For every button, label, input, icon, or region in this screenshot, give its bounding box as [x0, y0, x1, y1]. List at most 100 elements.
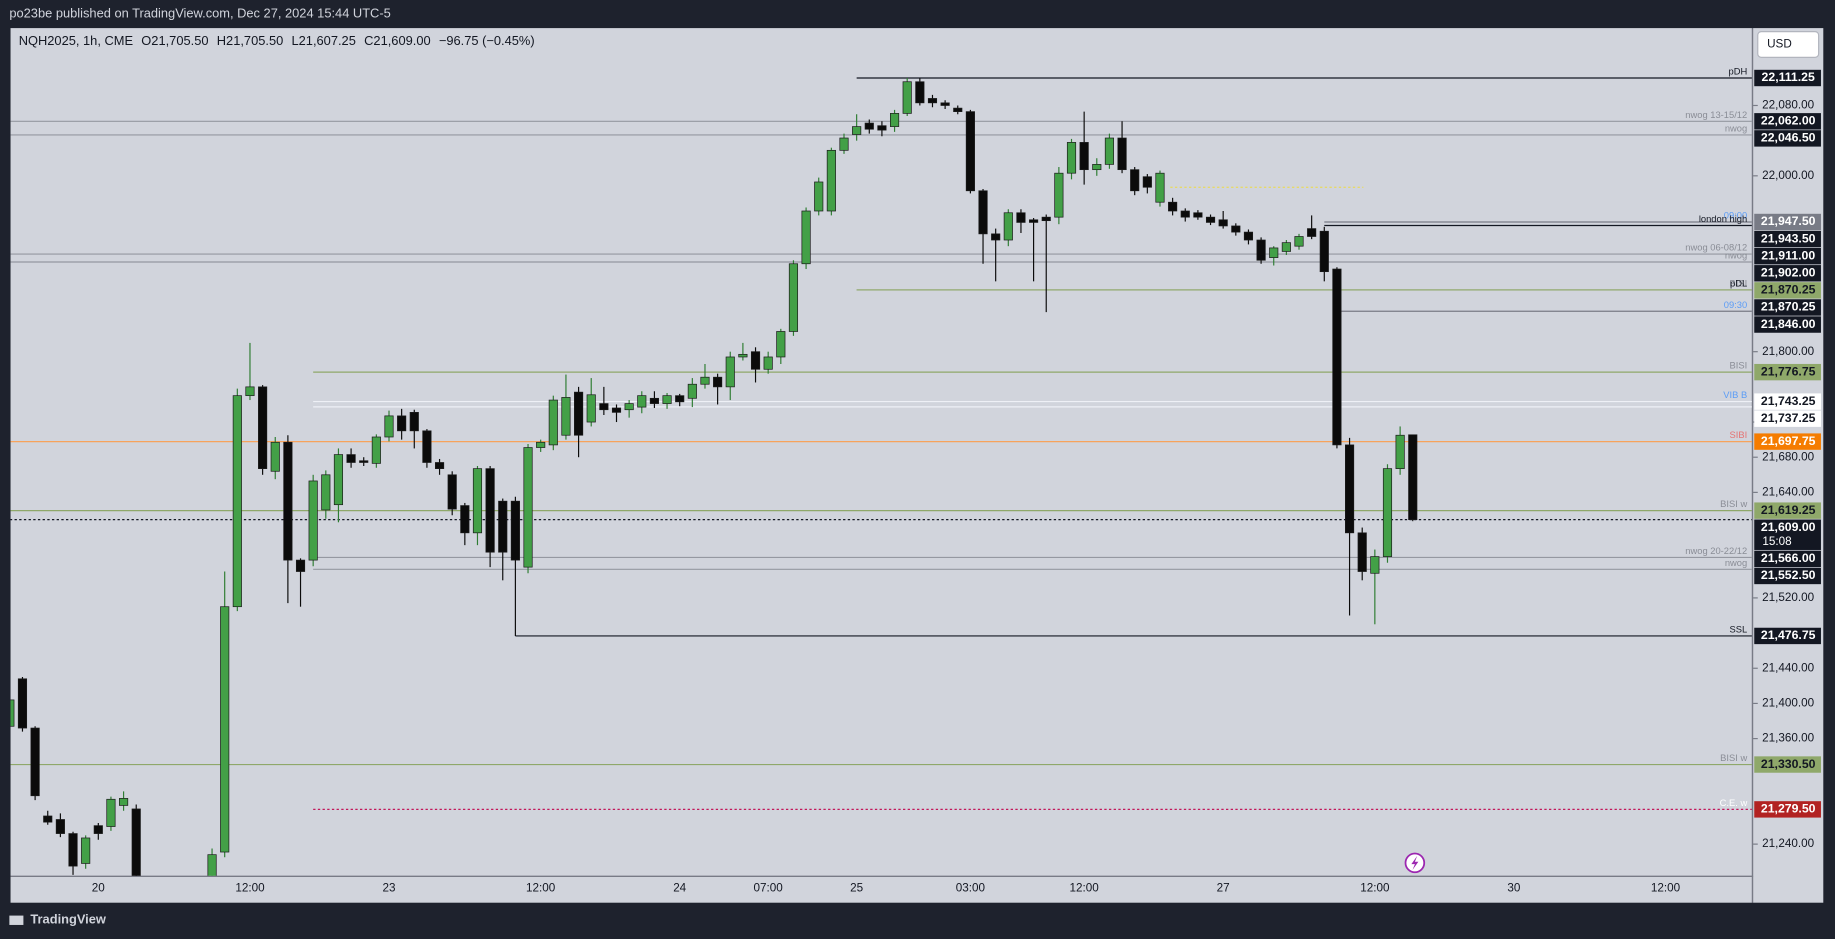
candle-body	[232, 395, 242, 608]
candle-body	[991, 233, 1001, 241]
candle-body	[1395, 434, 1405, 469]
candle-body	[649, 397, 659, 404]
x-tick-label: 27	[1217, 882, 1230, 895]
price-tag-label: 21,943.50	[1761, 231, 1816, 245]
candle-body	[245, 386, 255, 397]
candle-body	[574, 391, 584, 436]
candle-body	[1256, 239, 1266, 261]
price-tag	[1754, 130, 1821, 147]
price-tag-label: 21,947.50	[1761, 214, 1816, 228]
candle-body	[119, 798, 129, 806]
candle-body	[295, 559, 306, 572]
price-tag-label: 21,911.00	[1761, 248, 1815, 262]
price-tag	[1754, 230, 1821, 248]
candle-body	[599, 403, 609, 411]
candle-body	[801, 210, 811, 265]
candle-body	[270, 441, 280, 472]
candle-body	[662, 395, 672, 404]
price-tag	[1754, 627, 1821, 645]
price-tag-label: 22,046.50	[1761, 131, 1816, 145]
candle-body	[55, 819, 65, 834]
candle-body	[814, 181, 824, 212]
legend-symbol: NQH2025, 1h, CME	[19, 34, 134, 49]
level-label: BISI	[1730, 361, 1748, 371]
candle-body	[30, 727, 40, 797]
price-tag	[1754, 316, 1821, 333]
candle-body	[81, 837, 91, 864]
price-tag	[1754, 299, 1821, 316]
y-tick-label: 22,000.00	[1762, 169, 1814, 182]
candle-body	[384, 415, 394, 438]
price-tag	[1754, 756, 1821, 773]
price-tag	[1754, 519, 1821, 550]
candle-body	[220, 606, 230, 853]
level-label: BISI	[1730, 279, 1748, 289]
candle-body	[1130, 169, 1140, 192]
publisher: po23be published on TradingView.com, Dec…	[9, 5, 390, 20]
candle-body	[852, 126, 862, 135]
candle-body	[561, 397, 571, 436]
currency-button[interactable]	[1757, 31, 1820, 58]
candle-body	[258, 386, 268, 469]
price-tag	[1754, 247, 1821, 265]
candle-body	[1205, 216, 1216, 223]
price-tag-label: 21,330.50	[1761, 757, 1816, 771]
candle-body	[1155, 172, 1165, 203]
price-tag	[1754, 410, 1821, 427]
candle-body	[1180, 210, 1190, 218]
candle-body	[700, 376, 710, 385]
price-tag-label: 22,111.25	[1762, 70, 1815, 84]
level-label: nwog 13-15/12	[1685, 110, 1747, 120]
y-tick-label: 21,440.00	[1762, 661, 1814, 674]
legend-low: L21,607.25	[292, 34, 356, 49]
candle-body	[548, 399, 558, 446]
candle-body	[1231, 225, 1241, 233]
brand: TradingView	[30, 912, 106, 927]
candle-body	[927, 98, 938, 104]
price-tag	[1754, 265, 1821, 282]
candle-body	[725, 356, 735, 388]
x-tick-label: 12:00	[526, 882, 556, 895]
candle-body	[788, 263, 799, 332]
candle-body	[422, 430, 432, 463]
candle-body	[776, 331, 786, 358]
candle-body	[953, 107, 963, 112]
candle-body	[839, 137, 849, 151]
alert-bolt	[1411, 855, 1419, 870]
candle-body	[308, 480, 318, 561]
y-tick-label: 21,800.00	[1762, 345, 1814, 358]
y-tick-label: 21,640.00	[1762, 485, 1814, 498]
candle-body	[1066, 142, 1077, 174]
candle-body	[472, 468, 483, 534]
level-label: nwog 20-22/12	[1685, 546, 1747, 556]
level-label: nwog	[1725, 558, 1747, 568]
y-tick-label: 21,360.00	[1762, 732, 1814, 745]
candle-body	[1357, 532, 1367, 572]
candle-body	[346, 454, 356, 463]
candle-body	[321, 474, 331, 511]
legend-close: C21,609.00	[364, 34, 430, 49]
x-tick-label: 23	[382, 882, 395, 895]
candle-body	[687, 383, 697, 399]
price-tag	[1754, 69, 1821, 87]
price-tag	[1754, 213, 1821, 231]
candle-body	[713, 376, 723, 388]
price-tag	[1754, 113, 1821, 130]
candle-body	[434, 462, 445, 469]
candle-body	[1016, 212, 1026, 223]
price-tag	[1754, 433, 1821, 450]
y-tick-label: 21,400.00	[1762, 697, 1814, 710]
price-tag	[1754, 363, 1821, 381]
candle-body	[1193, 212, 1203, 218]
price-tag	[1754, 567, 1821, 585]
candle-body	[1054, 172, 1064, 218]
legend-open: O21,705.50	[141, 34, 208, 49]
level-label: C.E. w	[1720, 798, 1748, 808]
level-label: nwog	[1725, 251, 1747, 261]
candle-body	[68, 833, 78, 867]
candle-body	[1041, 216, 1051, 222]
level-label: nwog 06-08/12	[1685, 243, 1747, 253]
currency[interactable]: USD	[1767, 38, 1792, 51]
candle-body	[283, 441, 293, 561]
x-tick-label: 20	[92, 882, 105, 895]
